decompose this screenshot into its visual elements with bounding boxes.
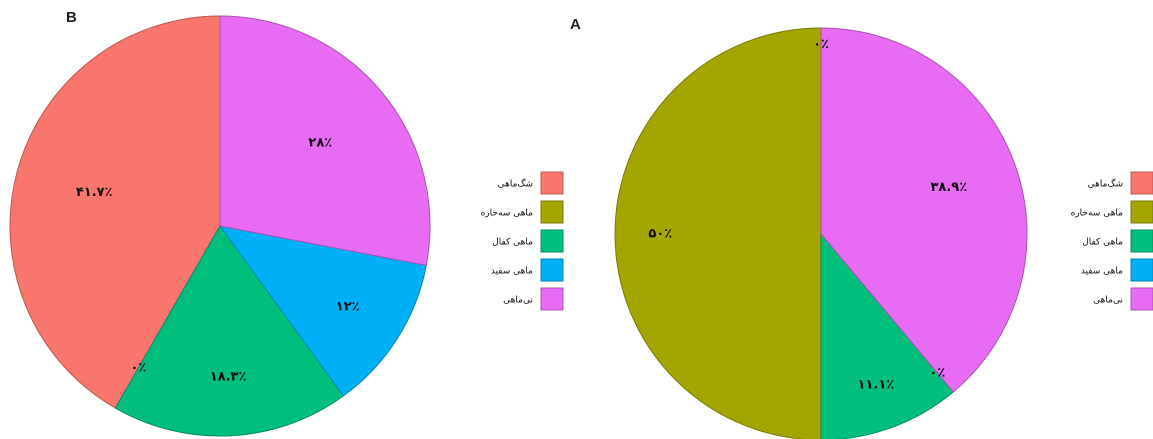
legend-swatch-b-1 (540, 200, 564, 224)
slice-label-a-2: ۱۱.۱٪ (858, 378, 895, 393)
slice-label-b-2: ۱۸.۳٪ (210, 370, 247, 385)
legend-label-a-0: شگ‌ماهی (1088, 178, 1123, 190)
legend-label-a-2: ماهی کفال (1082, 238, 1123, 248)
panel-label-a: A (570, 16, 581, 33)
chart-panel-a: A ۰٪ ۵۰٪ ۱۱.۱٪ ۰٪ ۳۸.۹٪ شگ‌ماهی ماهی سه‌خاره م… (570, 16, 1153, 439)
legend-swatch-a-0 (1130, 171, 1153, 195)
legend-label-b-3: ماهی سفید (491, 267, 533, 277)
slice-label-a-3: ۰٪ (929, 365, 945, 380)
legend-swatch-b-4 (540, 287, 564, 311)
legend-a: شگ‌ماهی ماهی سه‌خاره ماهی کفال ماهی سفید نی‌… (1071, 171, 1153, 311)
slice-labels-b: ۴۱.۷٪ ۰٪ ۱۸.۳٪ ۱۲٪ ۲۸٪ (76, 136, 360, 385)
pie-slices-b (9, 15, 431, 437)
pie-slice-b-2 (114, 225, 345, 437)
legend-label-a-1: ماهی سه‌خاره (1071, 209, 1124, 219)
legend-swatch-a-1 (1130, 200, 1153, 224)
legend-swatch-a-2 (1130, 229, 1153, 253)
slice-label-a-1: ۵۰٪ (648, 227, 672, 242)
slice-labels-a: ۰٪ ۵۰٪ ۱۱.۱٪ ۰٪ ۳۸.۹٪ (648, 37, 967, 393)
legend-swatch-a-3 (1130, 258, 1153, 282)
legend-swatch-b-2 (540, 229, 564, 253)
pie-slices-a (614, 27, 1028, 439)
panel-label-b: B (66, 9, 77, 26)
legend-b: شگ‌ماهی ماهی سه‌خاره ماهی کفال ماهی سفید نی‌… (481, 171, 564, 311)
slice-label-a-0: ۰٪ (813, 37, 829, 52)
legend-label-b-2: ماهی کفال (492, 238, 533, 248)
pie-slice-b-3 (218, 225, 427, 397)
pie-slice-b-4 (219, 15, 431, 266)
legend-label-b-0: شگ‌ماهی (498, 178, 533, 190)
legend-swatch-b-3 (540, 258, 564, 282)
chart-panel-b: B ۴۱.۷٪ ۰٪ ۱۸.۳٪ ۱۲٪ ۲۸٪ شگ‌ماهی ماهی سه‌خاره… (9, 9, 564, 437)
slice-label-a-4: ۳۸.۹٪ (930, 180, 967, 195)
slice-label-b-3: ۱۲٪ (336, 300, 360, 315)
legend-swatch-a-4 (1130, 287, 1153, 311)
pie-slice-a-1 (614, 27, 822, 439)
pie-slice-a-4 (820, 27, 1028, 393)
slice-label-b-1: ۰٪ (130, 361, 146, 376)
legend-label-b-1: ماهی سه‌خاره (481, 209, 534, 219)
slice-label-b-0: ۴۱.۷٪ (76, 185, 113, 200)
legend-label-a-3: ماهی سفید (1081, 267, 1123, 277)
pie-slice-b-0 (9, 15, 221, 409)
legend-swatch-b-0 (540, 171, 564, 195)
legend-label-a-4: نی‌ماهی (1093, 296, 1123, 306)
legend-label-b-4: نی‌ماهی (503, 296, 533, 306)
pie-slice-a-2 (820, 232, 955, 439)
slice-label-b-4: ۲۸٪ (308, 136, 332, 151)
